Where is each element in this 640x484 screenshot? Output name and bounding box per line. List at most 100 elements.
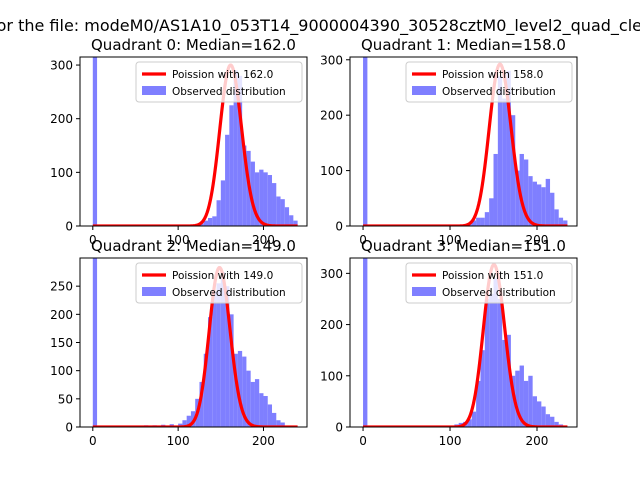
- histogram-bar: [276, 420, 281, 427]
- histogram-bar: [263, 396, 268, 427]
- histogram-bar: [493, 278, 498, 427]
- histogram-bar: [471, 411, 477, 427]
- histogram-bar: [528, 176, 533, 226]
- subplot-quadrant-0: Quadrant 0: Median=162.0 0 100 200 0 100 200 30…: [50, 36, 308, 247]
- legend-histogram-swatch: [412, 86, 436, 95]
- histogram-bar: [293, 220, 298, 226]
- y-tick-label: 100: [50, 364, 73, 378]
- histogram-bar: [246, 370, 251, 427]
- histogram-bar: [550, 416, 555, 427]
- x-tick-label: 100: [167, 233, 190, 247]
- histogram-bar: [541, 406, 546, 427]
- histogram-bar: [493, 153, 498, 226]
- y-tick-label: 300: [320, 53, 343, 67]
- legend-histogram-swatch: [142, 287, 166, 296]
- legend-histogram-label: Observed distribution: [172, 86, 286, 98]
- legend-histogram-label: Observed distribution: [442, 287, 556, 299]
- y-tick-label: 300: [50, 59, 73, 73]
- histogram-bar: [541, 187, 546, 226]
- histogram-bar: [554, 421, 559, 427]
- histogram-bar: [550, 192, 555, 226]
- histogram-bar: [229, 105, 234, 226]
- histogram-bar: [489, 198, 494, 226]
- histogram-bar: [502, 98, 507, 226]
- axes-frame: [349, 257, 578, 428]
- histogram-bar: [259, 169, 264, 226]
- histogram-bar: [229, 314, 234, 427]
- histogram-bar: [506, 70, 511, 226]
- histogram-bar: [212, 291, 217, 427]
- legend-box: [135, 262, 303, 304]
- histogram-bar: [186, 415, 191, 427]
- histogram-bar: [272, 412, 277, 427]
- x-tick-label: 200: [526, 434, 549, 448]
- histogram-bar: [523, 159, 529, 226]
- legend: Poission with 162.0 Observed distribution: [135, 61, 303, 103]
- legend-histogram-label: Observed distribution: [172, 287, 286, 299]
- histogram-bar: [225, 134, 230, 226]
- histogram-bar: [484, 212, 490, 226]
- subplot-quadrant-1: Quadrant 1: Median=158.0 0 100 200 0 100 200 30…: [320, 36, 578, 247]
- legend: Poission with 158.0 Observed distribution: [405, 61, 573, 103]
- histogram-bar: [554, 209, 559, 226]
- axes-frame: [79, 56, 308, 227]
- histogram-bar: [519, 365, 524, 427]
- histogram-bar: [233, 353, 238, 427]
- x-tick-label: 0: [359, 233, 367, 247]
- legend-poisson-label: Poission with 149.0: [172, 270, 273, 282]
- subplot-title: Quadrant 3: Median=151.0: [361, 237, 566, 255]
- histogram-bar: [480, 217, 485, 226]
- legend-box: [405, 61, 573, 103]
- histogram-bar: [476, 380, 481, 427]
- legend-poisson-label: Poission with 162.0: [172, 69, 273, 81]
- histogram-bar: [250, 381, 255, 427]
- histogram-bar: [489, 293, 494, 427]
- histogram-bar: [233, 70, 238, 226]
- y-tick-label: 150: [50, 336, 73, 350]
- histogram-bar: [558, 217, 564, 226]
- histogram-bar: [182, 420, 187, 427]
- histogram-bar: [220, 272, 226, 427]
- histogram-bar: [225, 286, 230, 427]
- histogram-bar: [208, 217, 213, 226]
- histogram-bar: [510, 375, 516, 427]
- legend-histogram-swatch: [412, 287, 436, 296]
- y-tick-label: 0: [65, 421, 73, 435]
- y-tick-label: 50: [58, 392, 73, 406]
- histogram-bar: [523, 380, 529, 427]
- histogram-bar: [216, 200, 221, 226]
- histogram-spike-bar: [363, 57, 368, 226]
- histogram-bar: [536, 401, 542, 427]
- y-tick-label: 0: [335, 421, 343, 435]
- histogram-bar: [289, 215, 294, 226]
- histogram-bar: [203, 353, 209, 427]
- histogram-spike-bar: [363, 258, 368, 427]
- histogram-bar: [545, 414, 551, 427]
- histogram-bar: [220, 180, 226, 226]
- histogram-bar: [237, 350, 243, 427]
- plot-area: [362, 57, 569, 226]
- y-tick-label: 200: [320, 318, 343, 332]
- subplot-title: Quadrant 0: Median=162.0: [91, 36, 296, 54]
- legend-box: [405, 262, 573, 304]
- histogram-bar: [237, 75, 243, 226]
- histogram-bar: [484, 298, 490, 427]
- histogram-bar: [532, 181, 537, 226]
- histogram-bar: [203, 220, 209, 226]
- legend: Poission with 151.0 Observed distribution: [405, 262, 573, 304]
- y-tick-label: 100: [320, 164, 343, 178]
- axes-frame: [349, 56, 578, 227]
- histogram-bar: [254, 379, 260, 427]
- y-tick-label: 200: [320, 109, 343, 123]
- histogram-bar: [506, 334, 511, 427]
- x-tick-label: 100: [439, 434, 462, 448]
- histogram-bar: [515, 370, 520, 427]
- legend-poisson-label: Poission with 158.0: [442, 69, 543, 81]
- histogram-bar: [267, 404, 273, 427]
- histogram-bar: [254, 172, 260, 226]
- histogram-bar: [563, 220, 568, 226]
- histogram-bar: [471, 220, 477, 226]
- x-tick-label: 0: [89, 233, 97, 247]
- y-tick-label: 100: [50, 166, 73, 180]
